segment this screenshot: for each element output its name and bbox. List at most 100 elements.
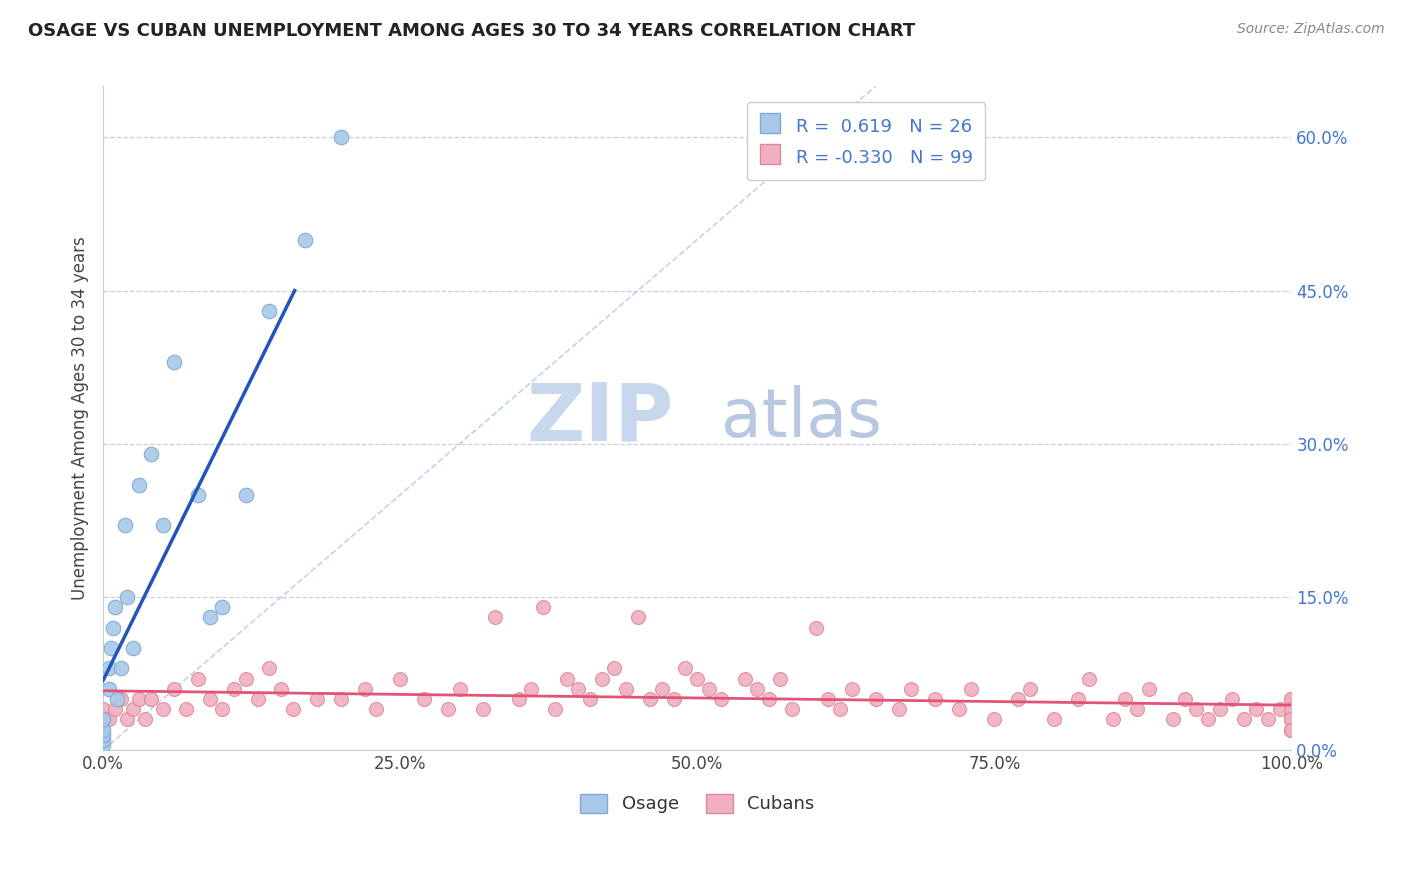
Point bbox=[1281, 702, 1303, 716]
Point bbox=[782, 702, 804, 716]
Point bbox=[1066, 692, 1088, 706]
Point bbox=[531, 600, 554, 615]
Point bbox=[900, 681, 922, 696]
Point bbox=[804, 621, 827, 635]
Text: Source: ZipAtlas.com: Source: ZipAtlas.com bbox=[1237, 22, 1385, 37]
Point bbox=[98, 713, 121, 727]
Point bbox=[259, 661, 281, 675]
Point bbox=[889, 702, 911, 716]
Point bbox=[198, 692, 221, 706]
Point bbox=[1209, 702, 1232, 716]
Point bbox=[91, 723, 114, 737]
Point bbox=[948, 702, 970, 716]
Point bbox=[163, 355, 186, 369]
Point bbox=[1257, 713, 1279, 727]
Point bbox=[686, 672, 709, 686]
Point bbox=[104, 702, 127, 716]
Point bbox=[413, 692, 436, 706]
Point bbox=[662, 692, 685, 706]
Point bbox=[121, 702, 143, 716]
Point bbox=[283, 702, 305, 716]
Point bbox=[329, 130, 352, 145]
Point bbox=[1007, 692, 1029, 706]
Point bbox=[211, 600, 233, 615]
Text: OSAGE VS CUBAN UNEMPLOYMENT AMONG AGES 30 TO 34 YEARS CORRELATION CHART: OSAGE VS CUBAN UNEMPLOYMENT AMONG AGES 3… bbox=[28, 22, 915, 40]
Point bbox=[520, 681, 543, 696]
Point bbox=[1281, 713, 1303, 727]
Point bbox=[449, 681, 471, 696]
Point bbox=[1173, 692, 1195, 706]
Point bbox=[1281, 713, 1303, 727]
Point bbox=[152, 702, 174, 716]
Point bbox=[139, 692, 162, 706]
Point bbox=[152, 518, 174, 533]
Point bbox=[1078, 672, 1101, 686]
Point bbox=[389, 672, 412, 686]
Point bbox=[91, 732, 114, 747]
Point bbox=[1268, 702, 1291, 716]
Point bbox=[1114, 692, 1136, 706]
Point bbox=[508, 692, 530, 706]
Point bbox=[710, 692, 733, 706]
Point bbox=[198, 610, 221, 624]
Point bbox=[959, 681, 981, 696]
Text: atlas: atlas bbox=[721, 385, 882, 451]
Point bbox=[1185, 702, 1208, 716]
Point bbox=[673, 661, 696, 675]
Point bbox=[651, 681, 673, 696]
Legend: Osage, Cubans: Osage, Cubans bbox=[572, 787, 821, 821]
Point bbox=[353, 681, 375, 696]
Point bbox=[187, 488, 209, 502]
Point bbox=[1042, 713, 1064, 727]
Point bbox=[841, 681, 863, 696]
Point bbox=[638, 692, 661, 706]
Point bbox=[555, 672, 578, 686]
Point bbox=[259, 304, 281, 318]
Point bbox=[1197, 713, 1219, 727]
Point bbox=[697, 681, 720, 696]
Point bbox=[305, 692, 328, 706]
Point bbox=[114, 518, 136, 533]
Y-axis label: Unemployment Among Ages 30 to 34 years: Unemployment Among Ages 30 to 34 years bbox=[72, 236, 89, 600]
Point bbox=[983, 713, 1005, 727]
Point bbox=[1281, 713, 1303, 727]
Point bbox=[128, 692, 150, 706]
Point bbox=[734, 672, 756, 686]
Point bbox=[91, 713, 114, 727]
Point bbox=[1281, 702, 1303, 716]
Point bbox=[235, 488, 257, 502]
Point bbox=[329, 692, 352, 706]
Point bbox=[211, 702, 233, 716]
Point bbox=[121, 640, 143, 655]
Point bbox=[91, 702, 114, 716]
Point bbox=[603, 661, 626, 675]
Point bbox=[436, 702, 458, 716]
Point bbox=[567, 681, 589, 696]
Point bbox=[472, 702, 495, 716]
Point bbox=[366, 702, 388, 716]
Point bbox=[817, 692, 839, 706]
Point bbox=[294, 233, 316, 247]
Point bbox=[110, 692, 132, 706]
Point bbox=[484, 610, 506, 624]
Point bbox=[1281, 702, 1303, 716]
Point bbox=[115, 590, 138, 604]
Point bbox=[134, 713, 156, 727]
Point bbox=[100, 640, 122, 655]
Point bbox=[105, 692, 128, 706]
Text: ZIP: ZIP bbox=[526, 379, 673, 458]
Point bbox=[769, 672, 792, 686]
Point bbox=[139, 447, 162, 461]
Point bbox=[1281, 692, 1303, 706]
Point bbox=[115, 713, 138, 727]
Point bbox=[176, 702, 198, 716]
Point bbox=[163, 681, 186, 696]
Point bbox=[1019, 681, 1042, 696]
Point bbox=[1281, 723, 1303, 737]
Point bbox=[270, 681, 292, 696]
Point bbox=[1233, 713, 1256, 727]
Point bbox=[98, 681, 121, 696]
Point bbox=[246, 692, 269, 706]
Point bbox=[828, 702, 851, 716]
Point bbox=[91, 723, 114, 737]
